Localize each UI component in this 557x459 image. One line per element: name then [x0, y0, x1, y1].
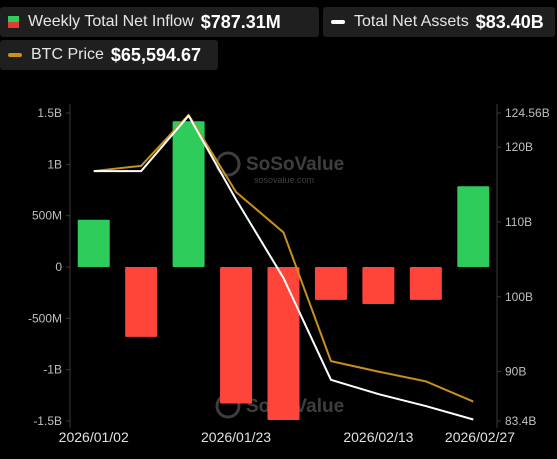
x-tick-label: 2026/02/13: [343, 429, 413, 445]
left-tick-label: 0: [55, 260, 62, 274]
left-tick-label: 1B: [47, 157, 62, 171]
right-tick-label: 120B: [505, 140, 533, 154]
inflow-bar: [172, 121, 205, 267]
right-tick-label: 83.4B: [505, 414, 536, 428]
btc-price-line: [93, 113, 474, 403]
legend-btc[interactable]: BTC Price $65,594.67: [0, 40, 218, 70]
btc-line-swatch-icon: [8, 53, 22, 57]
right-tick-label: 100B: [505, 290, 533, 304]
legend-btc-label: BTC Price: [31, 46, 104, 63]
left-tick-label: 500M: [32, 209, 62, 223]
left-tick-label: -500M: [28, 311, 62, 325]
x-tick-label: 2026/01/02: [59, 429, 129, 445]
left-tick-label: 1.5B: [37, 106, 62, 120]
right-tick-label: 90B: [505, 365, 526, 379]
legend-btc-value: $65,594.67: [110, 44, 201, 65]
watermark-name: SoSoValue: [246, 154, 344, 175]
legend-assets-value: $83.40B: [475, 11, 544, 32]
inflow-bar: [125, 267, 158, 337]
inflow-bar: [362, 267, 395, 304]
inflow-bar: [457, 186, 490, 267]
x-tick-label: 2026/02/27: [445, 429, 515, 445]
assets-line-swatch-icon: [331, 20, 345, 24]
inflow-bar: [409, 267, 442, 300]
inflow-bar: [77, 219, 110, 267]
bar-swatch-icon: [8, 16, 19, 28]
left-tick-label: -1.5B: [33, 414, 62, 428]
inflow-bar: [267, 267, 300, 420]
left-tick-label: -1B: [43, 363, 62, 377]
inflow-bar: [314, 267, 347, 300]
x-tick-label: 2026/01/23: [201, 429, 271, 445]
right-tick-label: 110B: [505, 215, 532, 229]
legend-inflow[interactable]: Weekly Total Net Inflow $787.31M: [0, 7, 319, 37]
inflow-bar: [220, 267, 253, 404]
right-tick-label: 124.56B: [505, 106, 550, 120]
legend-inflow-value: $787.31M: [200, 11, 281, 32]
legend-inflow-label: Weekly Total Net Inflow: [28, 13, 194, 30]
watermark-url: sosovalue.com: [254, 175, 314, 185]
legend-assets-label: Total Net Assets: [354, 13, 469, 30]
total-net-assets-line: [93, 114, 474, 421]
legend-assets[interactable]: Total Net Assets $83.40B: [323, 7, 555, 37]
